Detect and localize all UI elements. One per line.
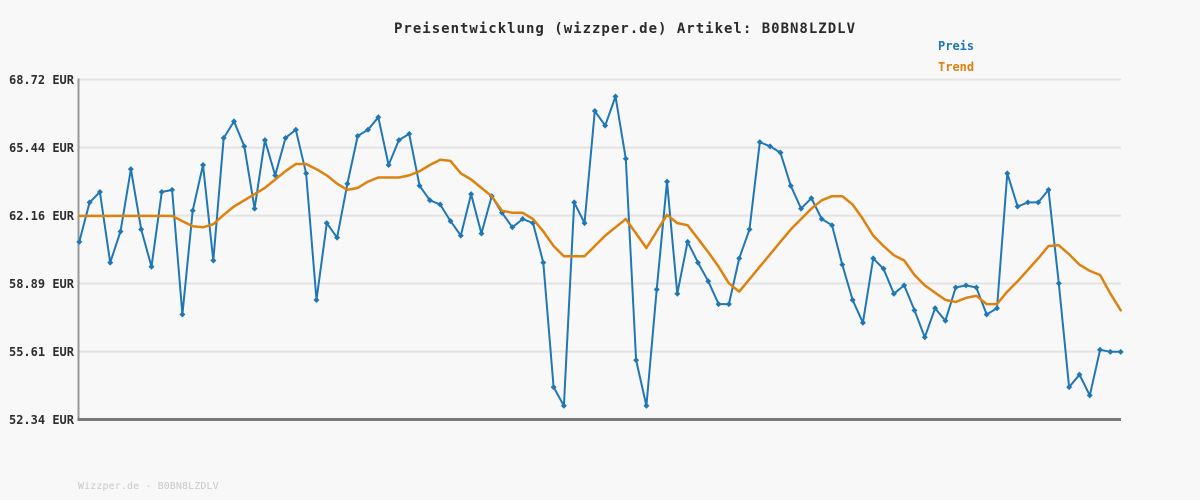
chart-title: Preisentwicklung (wizzper.de) Artikel: B… <box>393 21 857 37</box>
legend: Preis Trend <box>938 40 974 74</box>
legend-item-preis: Preis <box>938 39 975 53</box>
legend-item-trend: Trend <box>938 60 975 74</box>
y-tick-label: 55.61 EUR <box>8 344 74 359</box>
y-tick-label: 68.72 EUR <box>8 72 74 87</box>
y-tick-label: 52.34 EUR <box>8 412 74 427</box>
y-tick-label: 58.89 EUR <box>8 276 74 291</box>
watermark: Wizzper.de - B0BN8LZDLV <box>78 481 219 492</box>
y-tick-label: 65.44 EUR <box>8 140 74 155</box>
y-tick-label: 62.16 EUR <box>8 208 74 223</box>
